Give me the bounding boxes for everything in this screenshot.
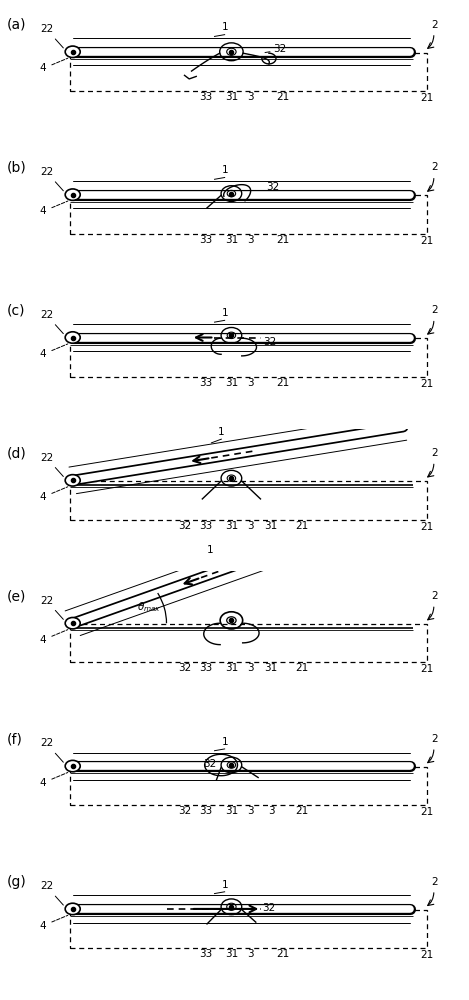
Text: 32: 32 [263, 337, 277, 347]
Text: 1: 1 [221, 308, 228, 318]
Text: 31: 31 [225, 806, 238, 816]
Text: 21: 21 [420, 807, 433, 817]
Bar [70, 481, 427, 520]
Text: 31: 31 [265, 663, 278, 673]
Text: 32: 32 [273, 44, 287, 54]
Circle shape [65, 903, 80, 915]
Text: 22: 22 [40, 596, 63, 619]
Text: 1: 1 [221, 22, 228, 32]
Text: (f): (f) [7, 732, 23, 746]
Text: 31: 31 [225, 235, 238, 245]
Text: 32: 32 [262, 903, 275, 913]
Text: 31: 31 [225, 378, 238, 388]
Text: 21: 21 [276, 378, 290, 388]
Text: (g): (g) [7, 875, 27, 889]
Text: 4: 4 [40, 201, 68, 216]
Text: 2: 2 [431, 734, 438, 744]
Text: 2: 2 [431, 162, 438, 172]
Text: 33: 33 [199, 92, 212, 102]
Text: 22: 22 [40, 453, 63, 477]
Text: 4: 4 [40, 772, 68, 788]
Text: 22: 22 [40, 24, 63, 48]
Bar [70, 195, 427, 234]
Text: 33: 33 [199, 235, 212, 245]
Text: 1: 1 [218, 427, 225, 437]
Text: 2: 2 [431, 877, 438, 887]
Bar [70, 624, 427, 662]
Text: 2: 2 [431, 305, 438, 315]
Text: 21: 21 [295, 663, 309, 673]
Text: 4: 4 [40, 630, 68, 645]
Bar [70, 910, 427, 948]
Text: 21: 21 [420, 93, 433, 103]
Text: 32: 32 [266, 182, 280, 192]
Text: 4: 4 [40, 344, 68, 359]
Text: 21: 21 [420, 522, 433, 532]
Circle shape [65, 332, 80, 343]
Text: 4: 4 [40, 915, 68, 931]
Text: 32: 32 [203, 759, 217, 769]
Text: 1: 1 [221, 737, 228, 747]
Text: 21: 21 [420, 950, 433, 960]
Text: 32: 32 [178, 521, 191, 531]
Text: 21: 21 [276, 92, 290, 102]
Text: (b): (b) [7, 161, 27, 175]
Text: 32: 32 [178, 806, 191, 816]
Bar [70, 767, 427, 805]
Text: 21: 21 [295, 806, 309, 816]
Text: 22: 22 [40, 738, 63, 762]
Text: 1: 1 [221, 165, 228, 175]
Circle shape [65, 46, 80, 57]
Circle shape [65, 760, 80, 772]
Bar [70, 52, 427, 91]
Text: 31: 31 [265, 521, 278, 531]
Circle shape [65, 475, 80, 486]
Text: 3: 3 [247, 378, 253, 388]
Text: 21: 21 [420, 664, 433, 674]
Text: 21: 21 [420, 236, 433, 246]
Circle shape [65, 189, 80, 200]
Text: 33: 33 [199, 378, 212, 388]
Text: 3: 3 [247, 92, 253, 102]
Text: 3: 3 [247, 806, 253, 816]
Text: 21: 21 [295, 521, 309, 531]
Text: 33: 33 [199, 949, 212, 959]
Text: 31: 31 [225, 663, 238, 673]
Text: $\theta_{max}$: $\theta_{max}$ [137, 601, 161, 614]
Text: 31: 31 [225, 92, 238, 102]
Circle shape [65, 617, 80, 629]
Text: 3: 3 [247, 949, 253, 959]
Text: 3: 3 [247, 521, 253, 531]
Text: 33: 33 [199, 521, 212, 531]
Text: 3: 3 [247, 663, 253, 673]
Text: 4: 4 [40, 487, 68, 502]
Text: (c): (c) [7, 304, 25, 318]
Text: (e): (e) [7, 589, 26, 603]
Text: 33: 33 [199, 663, 212, 673]
Text: 1: 1 [207, 545, 214, 555]
Text: 2: 2 [431, 591, 438, 601]
Text: 31: 31 [225, 949, 238, 959]
Text: 32: 32 [178, 663, 191, 673]
Text: 4: 4 [40, 58, 68, 73]
Bar [70, 338, 427, 377]
Text: (a): (a) [7, 18, 27, 32]
Text: 21: 21 [276, 949, 290, 959]
Text: 22: 22 [40, 167, 63, 191]
Text: 22: 22 [40, 310, 63, 334]
Text: 2: 2 [431, 19, 438, 29]
Text: 22: 22 [40, 881, 63, 905]
Text: 31: 31 [225, 521, 238, 531]
Text: 3: 3 [268, 806, 274, 816]
Text: 2: 2 [431, 448, 438, 458]
Text: 21: 21 [276, 235, 290, 245]
Text: 21: 21 [420, 379, 433, 389]
Text: 1: 1 [221, 880, 228, 890]
Text: 33: 33 [199, 806, 212, 816]
Text: (d): (d) [7, 446, 27, 460]
Text: 3: 3 [247, 235, 253, 245]
